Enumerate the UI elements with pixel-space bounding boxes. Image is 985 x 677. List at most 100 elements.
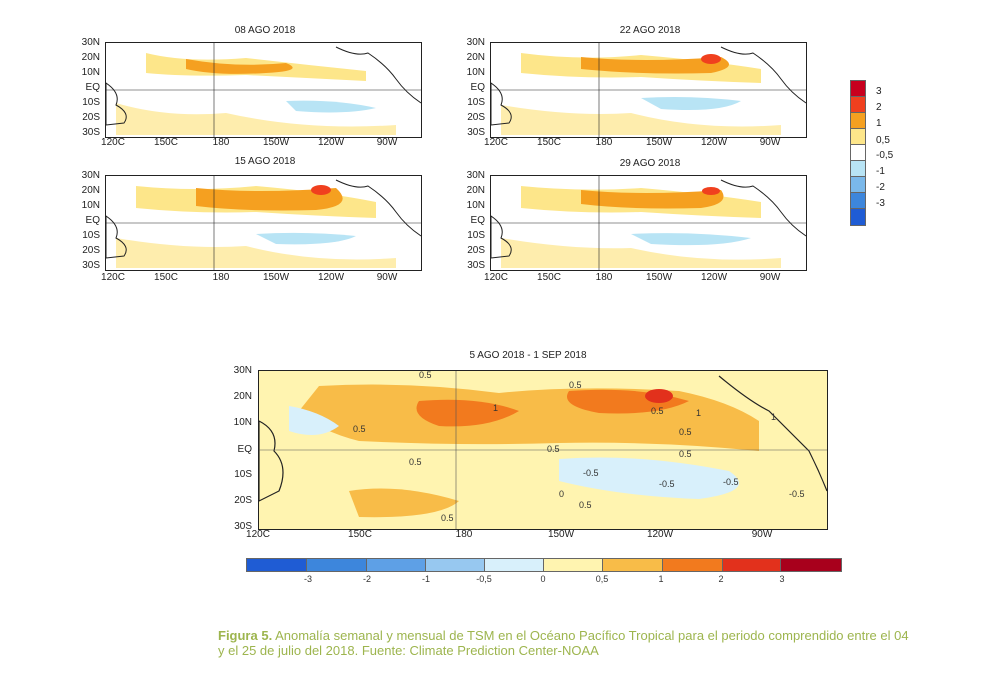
legend-label: -1 [421, 574, 430, 584]
lat-label: 10N [233, 417, 252, 428]
lon-label: 150W [262, 137, 290, 148]
legend-swatch [662, 558, 724, 572]
lat-label: 10S [467, 230, 485, 241]
sst-anomaly-map [490, 42, 807, 138]
legend-label: 2 [876, 102, 882, 113]
contour-label: -0.5 [659, 479, 675, 489]
contour-label: 0.5 [569, 380, 582, 390]
coastline-america [335, 46, 421, 104]
map-svg [491, 176, 806, 270]
lat-label: 20N [466, 185, 485, 196]
lon-label: 150C [154, 137, 178, 148]
legend-swatch [543, 558, 604, 572]
cool-area [641, 97, 741, 110]
lon-label: 180 [595, 137, 613, 148]
contour-label: 1 [771, 412, 776, 422]
lat-label: 30S [234, 521, 252, 532]
cool-area-west [289, 406, 339, 435]
hotspot [311, 185, 331, 195]
legend-swatch [850, 208, 866, 226]
coastline-asia [259, 420, 284, 502]
cool-area [631, 233, 751, 246]
legend-label: 3 [779, 574, 785, 584]
warm-core-west [416, 399, 519, 427]
lon-label: 150C [348, 529, 372, 540]
legend-label: -0,5 [476, 574, 492, 584]
legend-swatch [780, 558, 842, 572]
lat-label: 30S [82, 260, 100, 271]
lat-label: EQ [85, 215, 100, 226]
warm-south [116, 103, 396, 135]
legend-label: 0,5 [876, 135, 890, 146]
contour-label: -0.5 [723, 477, 739, 487]
warm-south-west [349, 488, 459, 518]
coastline-america [718, 375, 827, 492]
legend-label: -1 [876, 166, 885, 177]
lon-label: 120C [246, 529, 270, 540]
hotspot [645, 389, 673, 403]
lat-label: 20N [81, 185, 100, 196]
lat-label: 20N [466, 52, 485, 63]
map-svg [106, 176, 421, 270]
lon-label: 150C [154, 272, 178, 283]
lon-label: 90W [751, 529, 773, 540]
lat-label: 10N [466, 67, 485, 78]
contour-label: 0.5 [651, 406, 664, 416]
warm-south [501, 105, 781, 135]
map-title: 22 AGO 2018 [619, 25, 681, 36]
legend-label: 2 [718, 574, 724, 584]
warm-core [186, 59, 293, 74]
contour-label: 0.5 [679, 449, 692, 459]
cool-area [286, 100, 376, 113]
coastline-america [335, 179, 421, 237]
lon-label: 180 [212, 137, 230, 148]
lon-label: 120W [646, 529, 674, 540]
lon-label: 120W [317, 272, 345, 283]
figure-caption: Figura 5. Anomalía semanal y mensual de … [218, 628, 918, 658]
lat-label: 30N [233, 365, 252, 376]
legend-label: 0,5 [595, 574, 609, 584]
hotspot [701, 54, 721, 64]
legend-label: 1 [658, 574, 664, 584]
contour-label: 0.5 [353, 424, 366, 434]
legend-label: -2 [876, 182, 885, 193]
sst-anomaly-map-monthly: 0.5 0.5 1 0.5 1 0.5 0.5 0.5 1 0.5 0.5 -0… [258, 370, 828, 530]
map-svg [106, 43, 421, 137]
legend-swatch [306, 558, 368, 572]
lat-label: EQ [470, 82, 485, 93]
legend-label: -3 [303, 574, 312, 584]
sst-anomaly-map [490, 175, 807, 271]
lon-label: 120W [317, 137, 345, 148]
contour-label: 0.5 [579, 500, 592, 510]
lon-label: 120C [101, 272, 125, 283]
lon-label: 120C [484, 137, 508, 148]
lat-label: 20S [467, 245, 485, 256]
legend-label: -3 [876, 198, 885, 209]
lon-label: 150W [645, 137, 673, 148]
legend-swatch [722, 558, 782, 572]
sst-anomaly-map [105, 175, 422, 271]
lon-label: 150W [262, 272, 290, 283]
lon-label: 150C [537, 272, 561, 283]
lat-label: 30S [467, 260, 485, 271]
contour-label: 0.5 [409, 457, 422, 467]
map-title: 5 AGO 2018 - 1 SEP 2018 [469, 350, 587, 361]
lon-label: 150W [645, 272, 673, 283]
contour-label: 0.5 [441, 513, 454, 523]
hotspot [702, 187, 720, 195]
warm-area [299, 384, 759, 451]
lat-label: 30N [466, 37, 485, 48]
lon-label: 90W [759, 137, 781, 148]
caption-label: Figura 5. [218, 628, 273, 643]
legend-swatch [246, 558, 308, 572]
legend-swatch [602, 558, 664, 572]
legend-label: 1 [876, 118, 882, 129]
contour-label: -0.5 [789, 489, 805, 499]
contour-label: -0.5 [583, 468, 599, 478]
lat-label: 20S [467, 112, 485, 123]
sst-anomaly-map [105, 42, 422, 138]
lat-label: 10S [82, 230, 100, 241]
map-title: 08 AGO 2018 [234, 25, 296, 36]
lat-label: EQ [85, 82, 100, 93]
lat-label: 30S [82, 127, 100, 138]
